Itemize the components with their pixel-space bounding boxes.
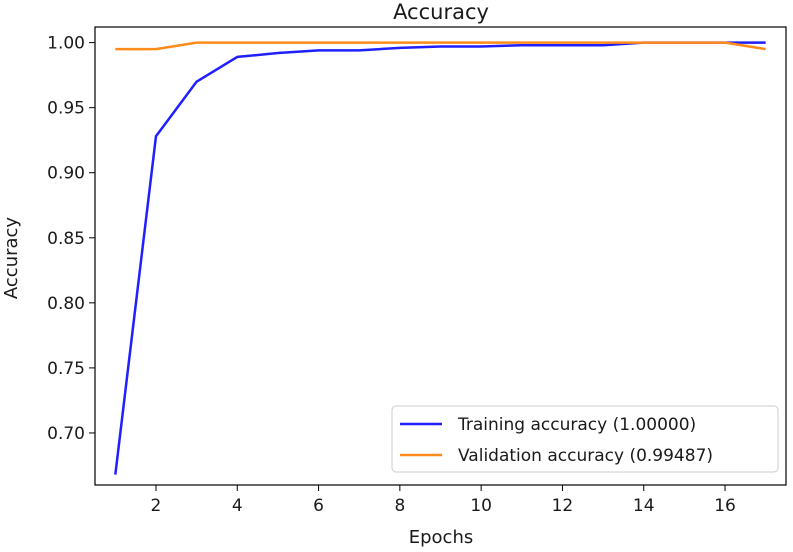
x-tick-label: 8 <box>394 496 405 516</box>
x-tick-label: 14 <box>633 496 655 516</box>
x-tick-label: 16 <box>714 496 736 516</box>
legend-box <box>391 405 779 473</box>
legend-label-training: Training accuracy (1.00000) <box>457 415 696 435</box>
plot-frame <box>94 26 787 486</box>
y-tick-label: 1.00 <box>47 34 85 54</box>
y-axis-ticks: 0.70 0.75 0.80 0.85 0.90 0.95 1.00 <box>47 34 95 444</box>
validation-accuracy-line <box>115 41 766 51</box>
x-axis-ticks: 2 4 6 8 10 12 14 16 <box>151 485 736 516</box>
x-tick-label: 10 <box>470 496 492 516</box>
y-tick-label: 0.85 <box>47 229 85 249</box>
y-tick-label: 0.75 <box>47 359 85 379</box>
x-tick-label: 12 <box>552 496 574 516</box>
y-tick-label: 0.70 <box>47 424 85 444</box>
y-tick-label: 0.95 <box>47 99 85 119</box>
x-tick-label: 6 <box>313 496 324 516</box>
chart-title: Accuracy <box>393 0 489 24</box>
y-tick-label: 0.80 <box>47 294 85 314</box>
x-tick-label: 4 <box>232 496 243 516</box>
legend-label-validation: Validation accuracy (0.99487) <box>458 446 713 466</box>
y-tick-label: 0.90 <box>47 164 85 184</box>
y-axis-title: Accuracy <box>1 217 22 300</box>
x-axis-title: Epochs <box>409 527 474 548</box>
plot-area <box>114 41 766 475</box>
x-tick-label: 2 <box>151 496 162 516</box>
legend: Training accuracy (1.00000) Validation a… <box>391 405 779 473</box>
